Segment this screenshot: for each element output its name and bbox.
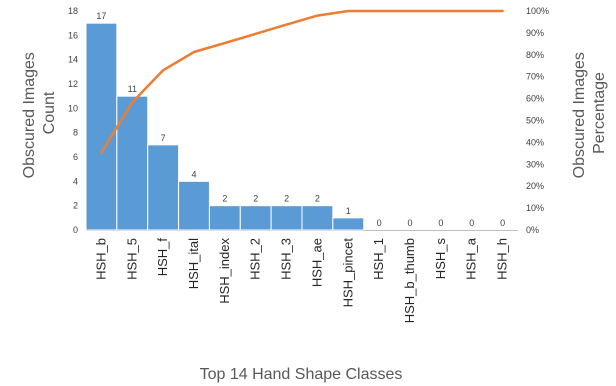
axis-layer: 0246810121416180%10%20%30%40%50%60%70%80… [68,6,549,323]
data-label-layer: 17 11 7 4 2 2 2 2 1 0 0 0 0 0 [96,11,505,228]
y-axis-title-line-1: Obscured Images [21,52,38,178]
y-tick-label: 8 [73,128,78,138]
y2-tick-label: 40% [526,137,544,147]
y-axis-title-line-2: Count [41,91,58,134]
bar-data-label: 17 [96,11,106,21]
y-axis-title: Obscured Images Count [21,48,58,179]
bar [332,217,365,231]
x-tick-label: HSH_b_thumb [402,238,417,323]
y-tick-label: 0 [73,225,78,235]
y-tick-label: 12 [68,79,78,89]
x-tick-label: HSH_index [217,238,232,304]
x-tick-label: HSH_h [495,238,510,280]
bar-data-label: 4 [191,169,196,179]
x-tick-label: HSH_pincet [340,238,355,308]
y2-tick-label: 0% [526,225,539,235]
y2-tick-label: 60% [526,94,544,104]
y2-tick-label: 90% [526,28,544,38]
bar-data-label: 2 [315,194,320,204]
y-tick-label: 14 [68,55,78,65]
bar-data-label: 2 [222,194,227,204]
y2-axis-title: Obscured Images Percentage [571,48,608,179]
y2-axis-title-line-1: Obscured Images [571,52,588,178]
y-tick-label: 18 [68,6,78,16]
y2-tick-label: 70% [526,72,544,82]
x-tick-label: HSH_b [93,238,108,280]
bar-data-label: 7 [161,133,166,143]
bar-data-label: 0 [469,218,474,228]
x-tick-label: HSH_a [464,237,479,280]
bar [301,205,334,231]
cumulative-line-series [100,9,504,154]
bar-data-label: 0 [438,218,443,228]
x-axis-title: Top 14 Hand Shape Classes [200,366,403,383]
bar [178,180,210,231]
y2-tick-label: 100% [526,6,549,16]
bar [270,205,303,231]
y2-tick-label: 10% [526,203,544,213]
y-tick-label: 2 [73,201,78,211]
x-tick-label: HSH_f [155,238,170,277]
y-tick-label: 10 [68,103,78,113]
bar [208,205,241,231]
bar-data-label: 0 [377,218,382,228]
x-tick-label: HSH_ae [309,238,324,287]
x-tick-label: HSH_3 [279,238,294,280]
bar-data-label: 1 [346,206,351,216]
x-tick-label: HSH_ital [186,238,201,289]
bar [147,144,180,231]
x-tick-label: HSH_2 [248,238,263,280]
y-tick-label: 6 [73,152,78,162]
bar-data-label: 2 [284,194,289,204]
bar-data-label: 2 [253,194,258,204]
bar [239,205,272,231]
y2-tick-label: 50% [526,116,544,126]
x-tick-label: HSH_s [433,238,448,280]
y-tick-label: 4 [73,176,78,186]
y2-tick-label: 80% [526,50,544,60]
bar-data-label: 11 [128,84,137,94]
cumulative-percentage-line [100,9,504,154]
y2-tick-label: 30% [526,159,544,169]
y2-tick-label: 20% [526,181,544,191]
bar-data-label: 0 [500,218,505,228]
y-tick-label: 16 [68,30,78,40]
bar-data-label: 0 [407,218,412,228]
x-tick-label: HSH_1 [371,238,386,280]
bar [116,95,149,231]
x-tick-label: HSH_5 [124,238,139,280]
bar [85,22,118,231]
bar-series [85,22,365,231]
y2-axis-title-line-2: Percentage [591,72,608,154]
